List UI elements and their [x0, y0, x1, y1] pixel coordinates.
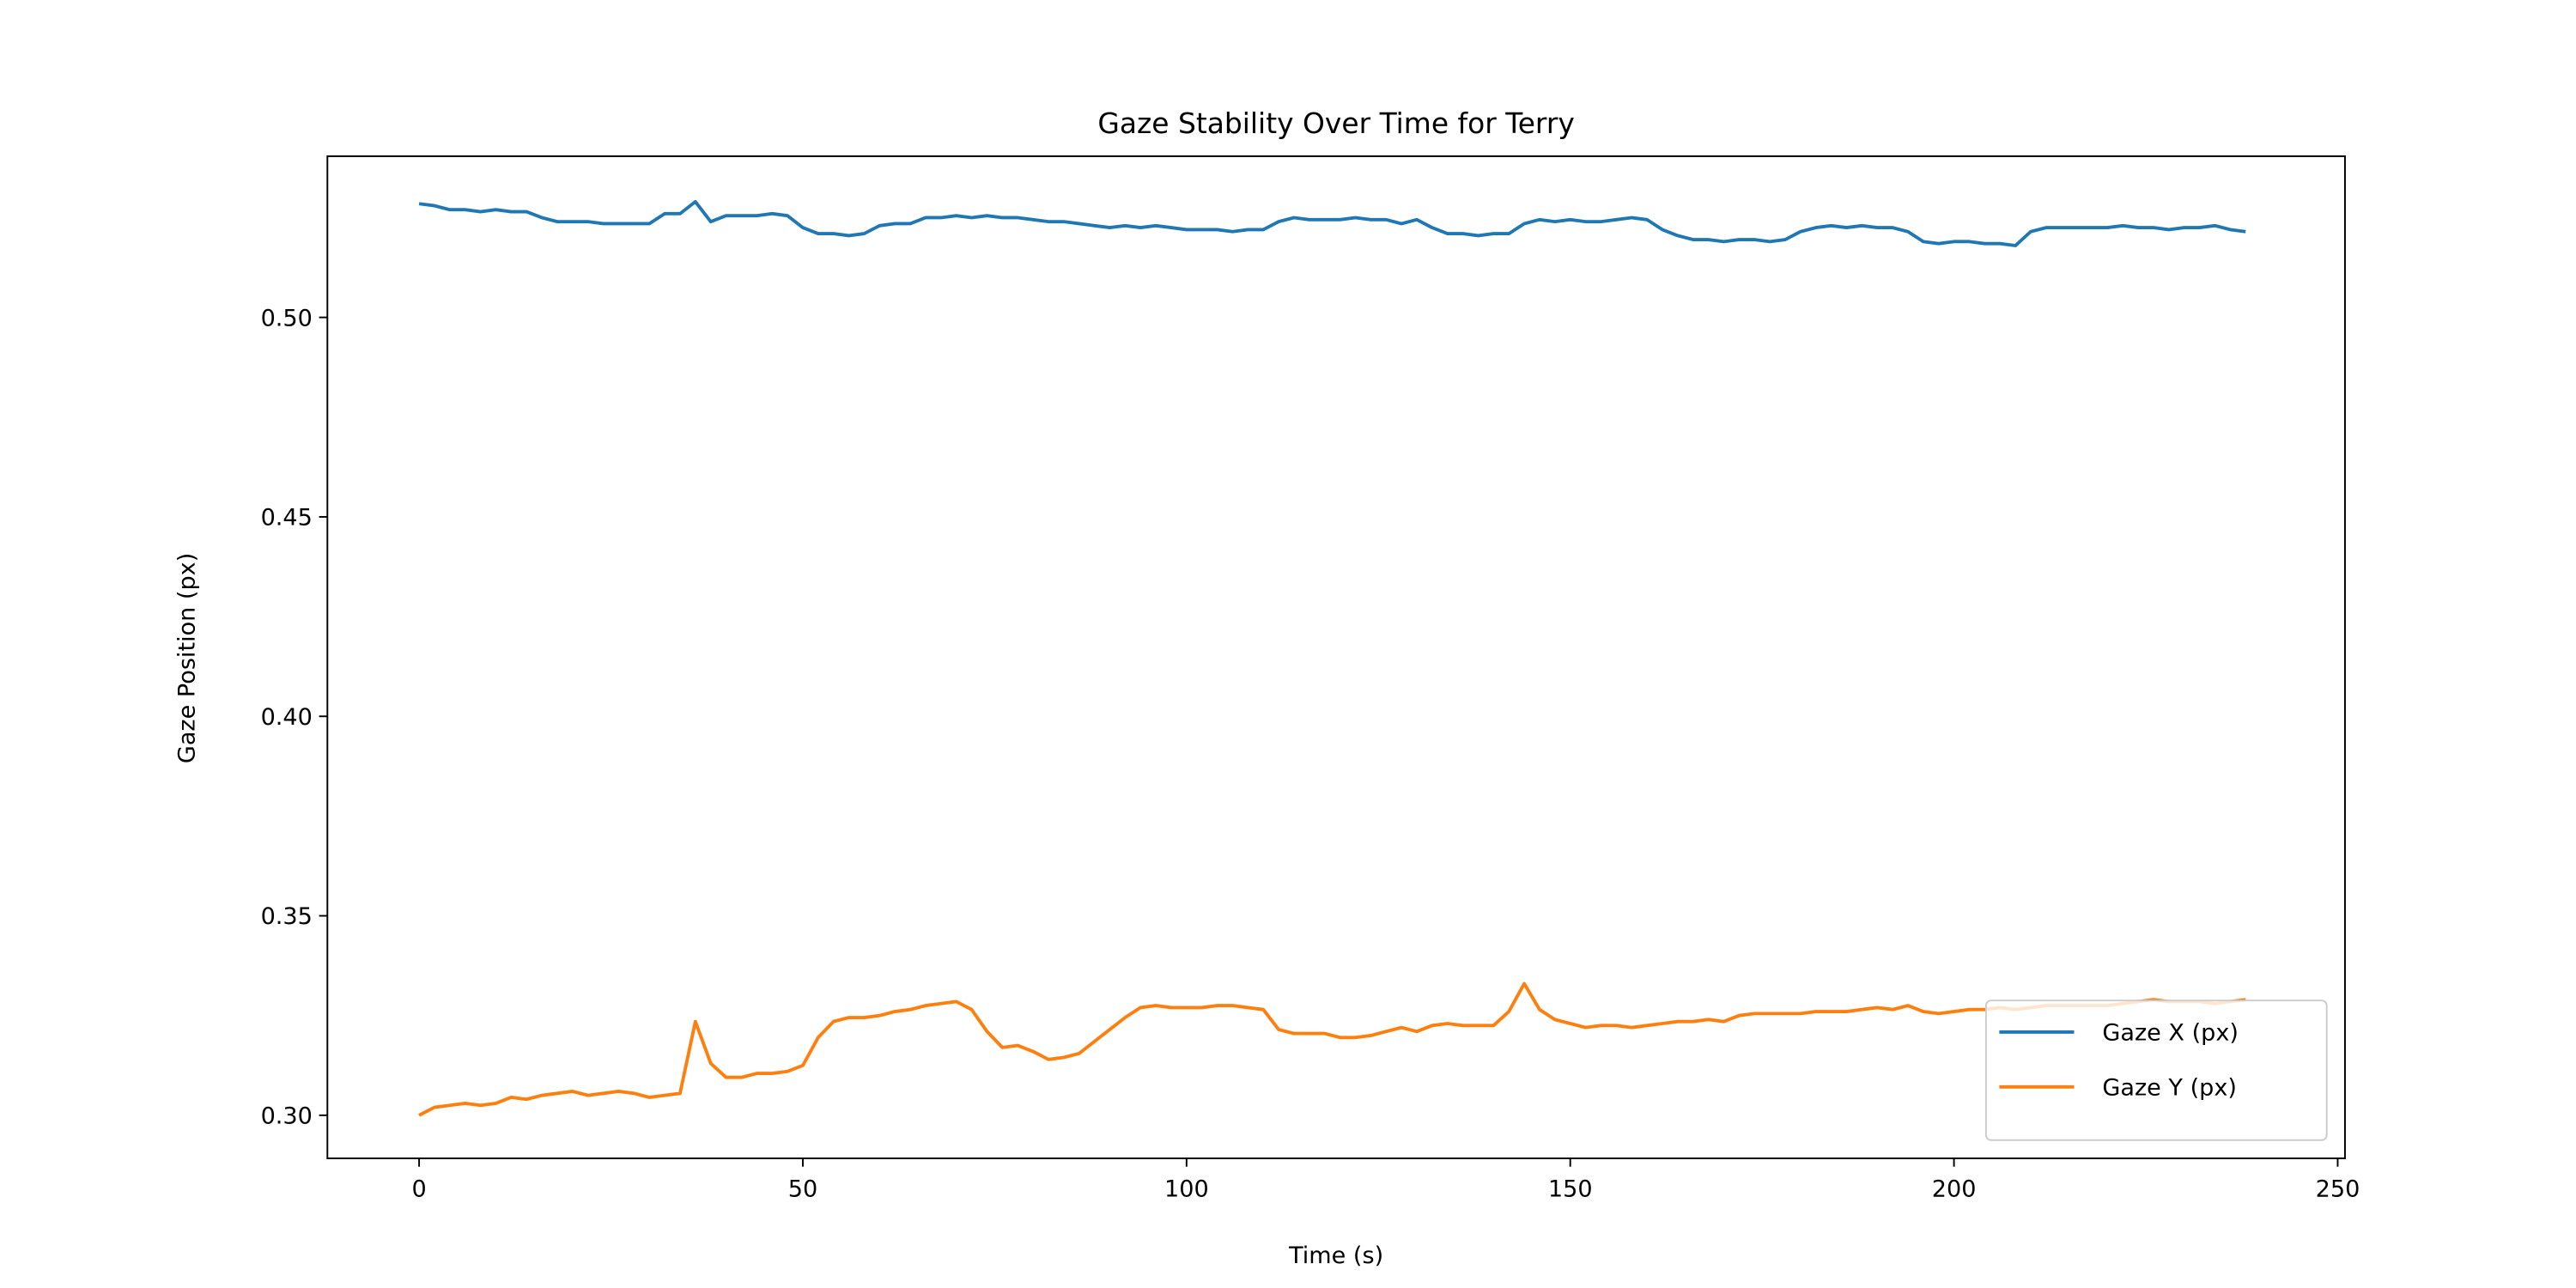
data-line	[418, 981, 2246, 1117]
x-tick-label: 50	[788, 1176, 817, 1203]
x-tick-label: 200	[1932, 1176, 1977, 1203]
y-tick-label: 0.45	[261, 505, 313, 532]
y-axis-label: Gaze Position (px)	[173, 553, 200, 763]
y-tick-label: 0.50	[261, 305, 313, 331]
y-tick-label: 0.35	[261, 903, 313, 930]
y-tick-label: 0.30	[261, 1103, 313, 1130]
legend-label: Gaze X (px)	[2102, 1020, 2239, 1047]
x-tick-label: 100	[1164, 1176, 1209, 1203]
data-line	[418, 199, 2246, 247]
plot-frame	[326, 155, 2346, 1159]
x-tick-label: 250	[2316, 1176, 2360, 1203]
legend-label: Gaze Y (px)	[2102, 1074, 2237, 1101]
chart-title: Gaze Stability Over Time for Terry	[1097, 106, 1575, 140]
x-axis-label: Time (s)	[1288, 1242, 1383, 1269]
x-tick-label: 150	[1548, 1176, 1593, 1203]
y-tick-label: 0.40	[261, 704, 313, 731]
x-tick-label: 0	[411, 1176, 426, 1203]
legend-box	[1984, 999, 2328, 1141]
